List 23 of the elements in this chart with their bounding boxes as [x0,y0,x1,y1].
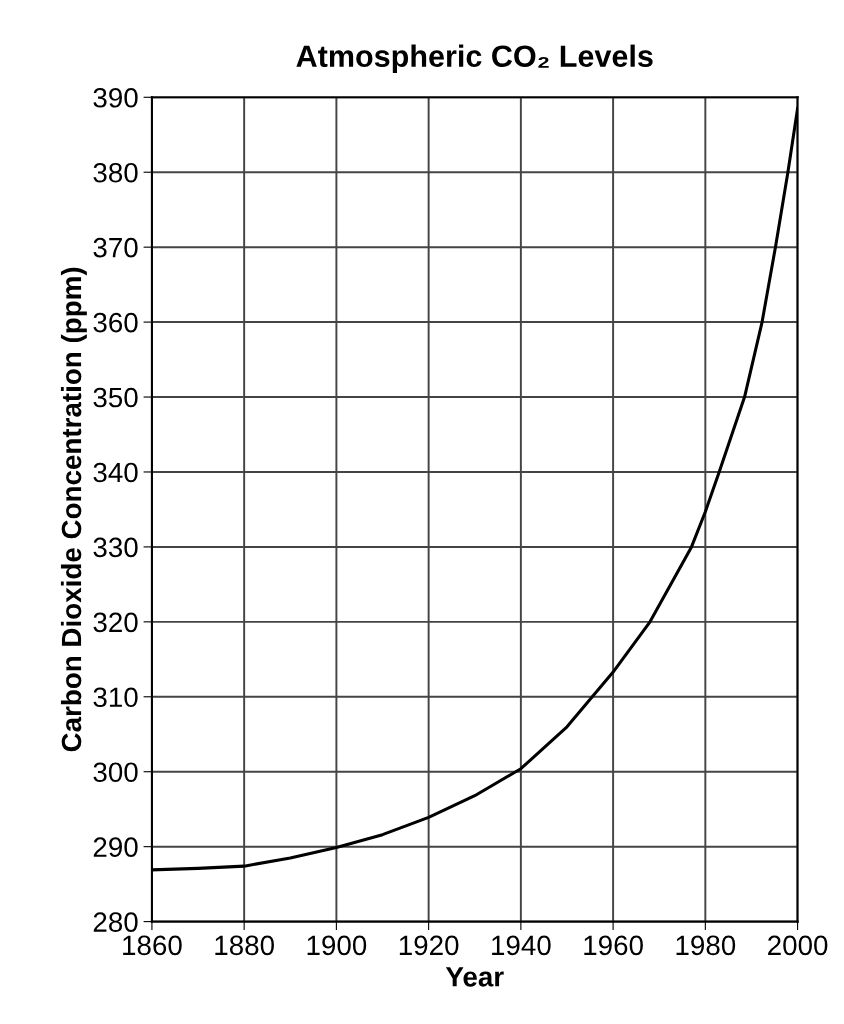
y-tick-label: 290 [93,837,138,857]
y-tick-label: 390 [93,87,138,108]
y-tick-label: 330 [93,537,138,558]
y-tick-label: 280 [93,912,138,932]
y-axis-title: Carbon Dioxide Concentration (ppm) [60,267,87,752]
y-tick-label: 370 [93,237,138,258]
chart-title: Atmospheric CO₂ Levels [296,44,653,74]
y-tick-label: 360 [93,312,138,333]
y-tick-label: 320 [93,612,138,633]
x-tick-label: 1860 [123,935,182,956]
x-tick-label: 1900 [307,935,367,956]
y-tick-label: 300 [93,762,138,783]
x-tick-label: 1940 [492,935,551,956]
x-tick-label: 1960 [584,935,643,956]
y-tick-label: 340 [93,462,138,483]
y-tick-label: 380 [93,162,138,183]
x-tick-label: 1880 [215,935,274,956]
x-tick-label: 2000 [768,935,828,956]
y-tick-label: 350 [93,387,138,408]
y-tick-label: 310 [93,687,138,708]
x-tick-label: 1980 [676,935,736,956]
x-axis-title: Year [445,967,504,987]
x-tick-label: 1920 [399,935,459,956]
